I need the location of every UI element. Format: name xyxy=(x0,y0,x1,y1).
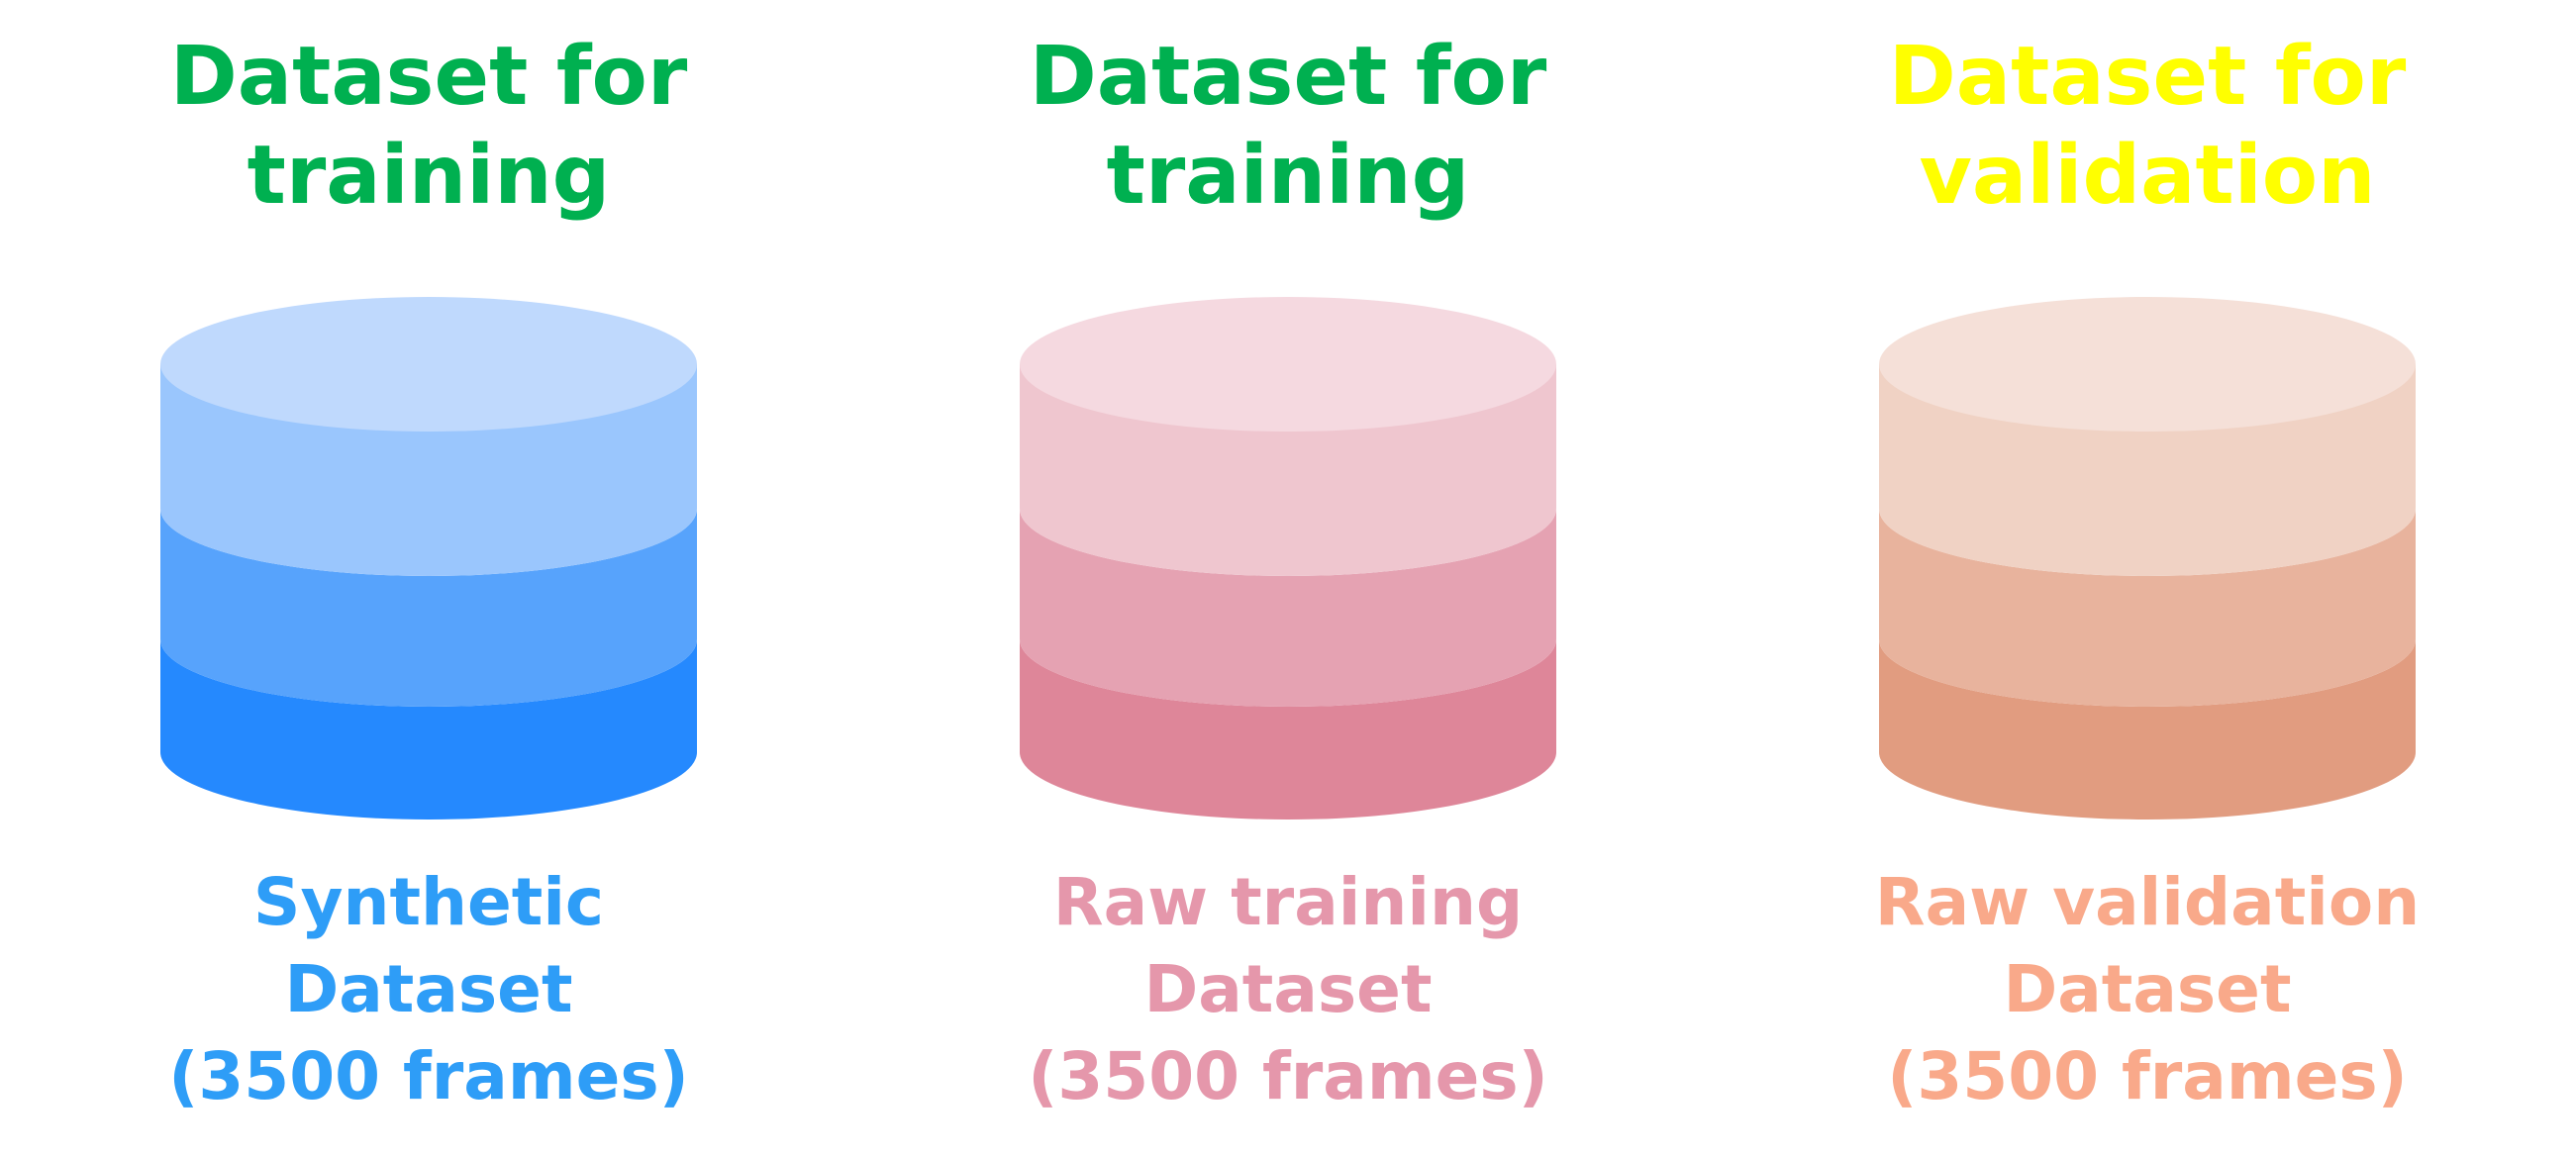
purpose-label: Dataset for training xyxy=(859,28,1717,226)
dataset-name-line: Raw training xyxy=(1052,864,1524,940)
purpose-label: Dataset for training xyxy=(0,28,857,226)
dataset-name-label: Synthetic Dataset (3500 frames) xyxy=(0,859,857,1120)
dataset-column-synthetic: Dataset for training Synthetic Dataset (… xyxy=(0,0,857,1158)
dataset-name-line: Dataset xyxy=(1143,951,1433,1027)
purpose-label: Dataset for validation xyxy=(1719,28,2576,226)
cylinder-lid xyxy=(1879,297,2416,432)
dataset-column-raw-training: Dataset for training Raw training Datase… xyxy=(859,0,1717,1158)
cylinder-layer-middle xyxy=(1020,509,1556,707)
purpose-line: validation xyxy=(1919,129,2376,223)
dataset-column-raw-validation: Dataset for validation Raw validation Da… xyxy=(1719,0,2576,1158)
dataset-name-line: Dataset xyxy=(284,951,573,1027)
cylinder-lid xyxy=(160,297,697,432)
cylinder-layer-middle xyxy=(160,509,697,707)
cylinder-lid xyxy=(1020,297,1556,432)
database-cylinder-icon xyxy=(1879,297,2416,820)
dataset-name-line: Dataset xyxy=(2003,951,2292,1027)
cylinder-layer-bottom xyxy=(1020,639,1556,820)
cylinder-layer-bottom xyxy=(1879,639,2416,820)
dataset-frames-line: (3500 frames) xyxy=(1887,1038,2408,1114)
dataset-name-line: Raw validation xyxy=(1874,864,2421,940)
dataset-frames-line: (3500 frames) xyxy=(168,1038,689,1114)
purpose-line: training xyxy=(1106,129,1470,223)
purpose-line: Dataset for xyxy=(1888,30,2407,124)
dataset-frames-line: (3500 frames) xyxy=(1028,1038,1548,1114)
cylinder-layer-bottom xyxy=(160,639,697,820)
dataset-name-label: Raw validation Dataset (3500 frames) xyxy=(1719,859,2576,1120)
database-cylinder-icon xyxy=(160,297,697,820)
purpose-line: training xyxy=(247,129,611,223)
purpose-line: Dataset for xyxy=(169,30,688,124)
dataset-name-line: Synthetic xyxy=(252,864,605,940)
dataset-name-label: Raw training Dataset (3500 frames) xyxy=(859,859,1717,1120)
cylinder-layer-middle xyxy=(1879,509,2416,707)
database-cylinder-icon xyxy=(1020,297,1556,820)
purpose-line: Dataset for xyxy=(1029,30,1547,124)
